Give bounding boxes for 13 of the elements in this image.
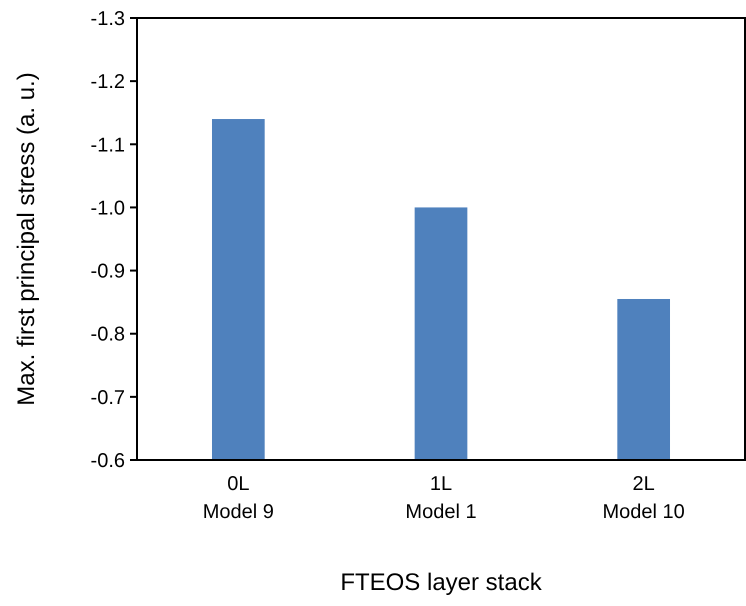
y-tick-label: -1.1 xyxy=(90,134,125,156)
y-tick-label: -0.7 xyxy=(90,386,125,409)
x-tick-label: 0L Model 9 xyxy=(202,473,274,523)
y-tick-label: -0.8 xyxy=(90,324,125,346)
x-axis-title: FTEOS layer stack xyxy=(340,569,543,596)
y-tick-label: -1.2 xyxy=(90,71,125,94)
y-tick-label: -1.3 xyxy=(90,8,125,30)
x-tick-label: 2L Model 10 xyxy=(602,473,685,523)
y-tick-label: -0.6 xyxy=(90,450,125,472)
y-axis-title: Max. first principal stress (a. u.) xyxy=(13,72,40,406)
y-tick-label: -1.0 xyxy=(90,197,125,220)
x-tick-label: 1L Model 1 xyxy=(405,473,477,523)
y-tick-label: -0.9 xyxy=(90,260,125,283)
